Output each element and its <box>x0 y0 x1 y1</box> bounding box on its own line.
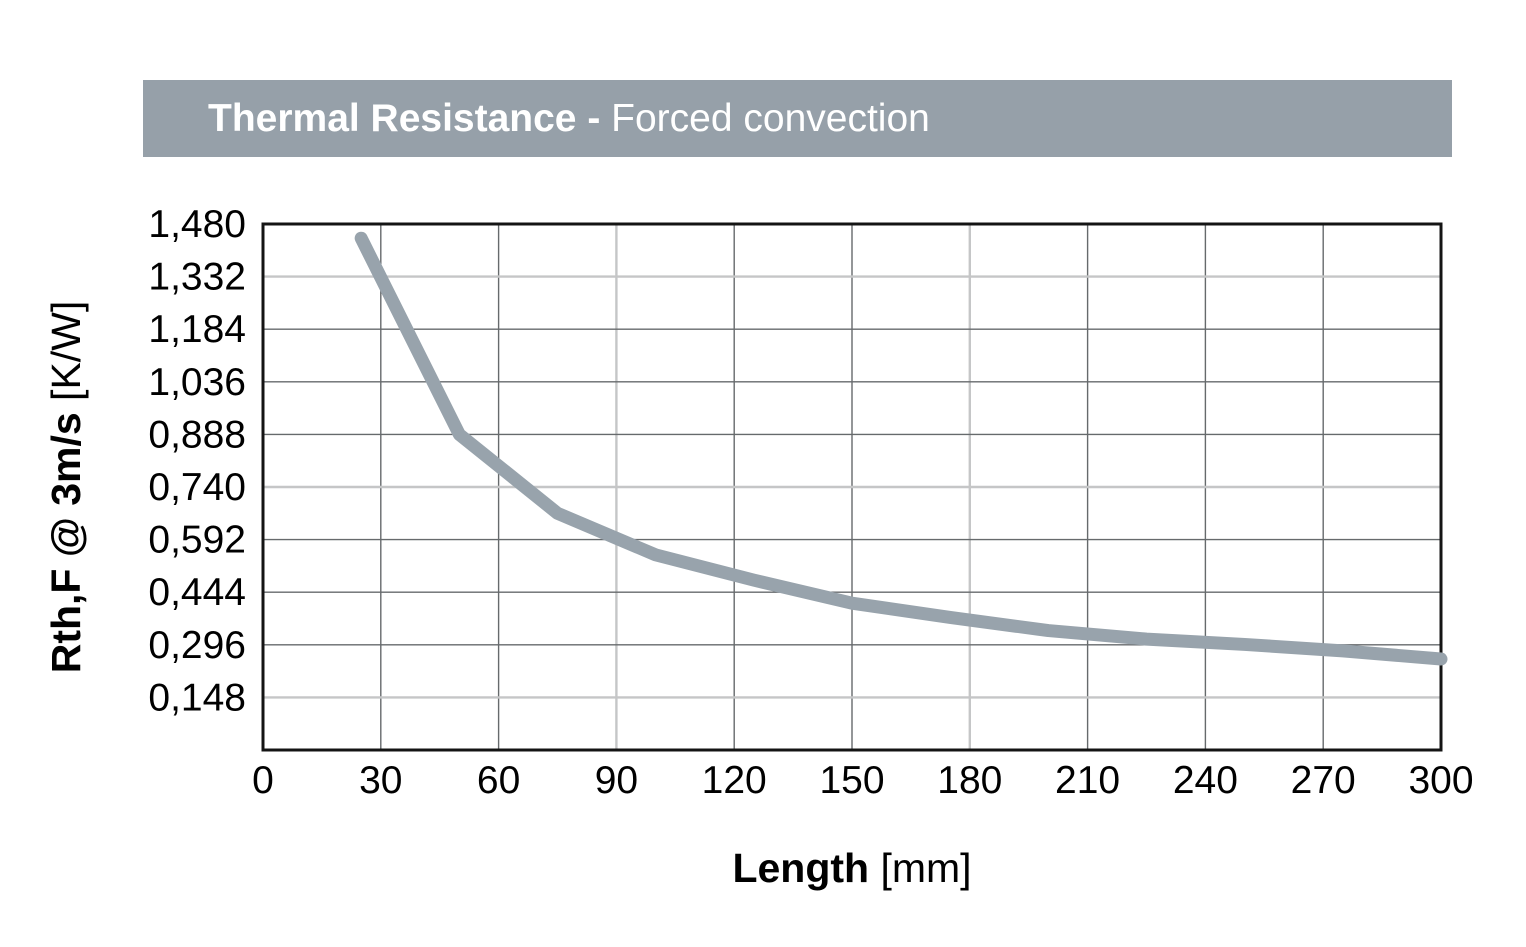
y-axis-title-bold: Rth,F @ 3m/s <box>43 401 89 673</box>
curve-layer <box>354 231 1448 666</box>
y-axis-title: Rth,F @ 3m/s [K/W] <box>43 301 89 674</box>
y-tick-label: 0,888 <box>148 413 246 456</box>
x-tick-label: 210 <box>1055 759 1120 802</box>
x-tick-label: 120 <box>702 759 767 802</box>
y-tick-label: 1,036 <box>148 361 246 404</box>
plot-border <box>261 222 1443 752</box>
x-tick-label: 150 <box>819 759 884 802</box>
y-axis-title-unit: [K/W] <box>43 301 89 401</box>
y-tick-labels: 1,480 1,332 1,184 1,036 0,888 0,740 0,592 0,444… <box>148 203 246 719</box>
x-tick-label: 300 <box>1408 759 1473 802</box>
x-axis-title-unit: [mm] <box>880 845 971 891</box>
x-tick-label: 240 <box>1173 759 1238 802</box>
y-tick-label: 0,592 <box>148 519 246 562</box>
y-tick-label: 1,332 <box>148 256 246 299</box>
x-tick-labels: 0 30 60 90 120 150 180 210 240 270 300 <box>252 759 1473 802</box>
y-tick-label: 1,184 <box>148 308 246 351</box>
x-tick-label: 270 <box>1291 759 1356 802</box>
x-tick-label: 180 <box>937 759 1002 802</box>
y-tick-label: 1,480 <box>148 203 246 246</box>
resistance-curve <box>354 231 1448 666</box>
y-tick-label: 0,296 <box>148 624 246 667</box>
y-tick-label: 0,148 <box>148 676 246 719</box>
x-tick-label: 60 <box>477 759 520 802</box>
x-tick-label: 90 <box>595 759 638 802</box>
chart-title-banner: Thermal Resistance - Forced convection <box>143 80 1452 157</box>
y-tick-label: 0,444 <box>148 571 246 614</box>
x-tick-label: 30 <box>359 759 402 802</box>
x-tick-label: 0 <box>252 759 274 802</box>
chart-title-bold: Thermal Resistance - <box>208 97 612 140</box>
y-tick-label: 0,740 <box>148 466 246 509</box>
x-axis-title-bold: Length <box>732 845 880 891</box>
gridlines-layer <box>263 224 1441 750</box>
x-axis-title: Length [mm] <box>732 845 971 891</box>
chart-title-regular: Forced convection <box>611 97 930 140</box>
